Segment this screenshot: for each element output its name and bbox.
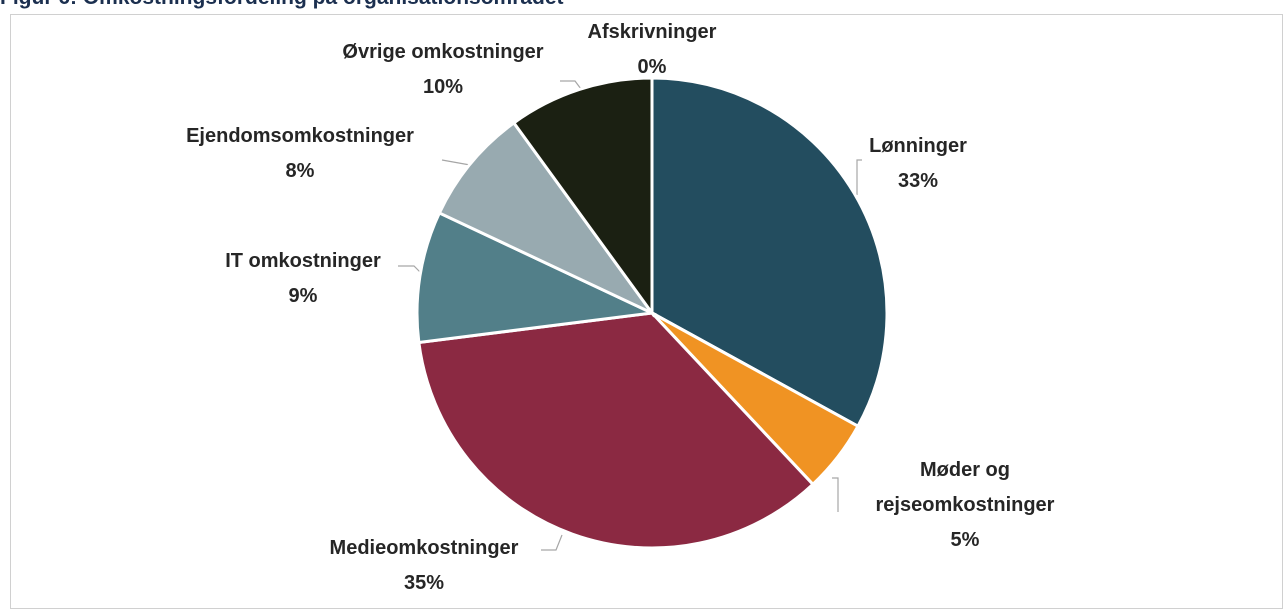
label-name: Afskrivninger (587, 21, 717, 43)
label-value: 10% (422, 76, 464, 98)
label-name: IT omkostninger (225, 250, 381, 272)
pie-slice (511, 76, 654, 318)
data-label: Afskrivninger 0% (552, 15, 752, 85)
data-label: Medieomkostninger 35% (294, 531, 554, 601)
label-value: 35% (403, 572, 445, 594)
pie-slice (650, 76, 889, 429)
data-label: IT omkostninger 9% (203, 244, 403, 314)
label-value: 33% (897, 170, 939, 192)
label-name: Medieomkostninger (329, 537, 519, 559)
label-name: Møder og rejseomkostninger (875, 459, 1055, 516)
label-name: Øvrige omkostninger (342, 41, 544, 63)
pie-slice (417, 311, 815, 550)
data-label: Møder og rejseomkostninger 5% (865, 453, 1065, 558)
pie-slice (437, 120, 654, 315)
data-label: Lønninger 33% (838, 129, 998, 199)
chart-frame (10, 14, 1283, 609)
label-value: 5% (950, 529, 980, 551)
label-value: 9% (288, 285, 318, 307)
label-value: 8% (285, 160, 315, 182)
label-name: Lønninger (869, 135, 967, 157)
data-label: Øvrige omkostninger 10% (313, 35, 573, 105)
label-value: 0% (637, 56, 667, 78)
leader-lines (398, 80, 862, 551)
pie-slice (415, 210, 658, 345)
data-label: Ejendomsomkostninger 8% (150, 119, 450, 189)
chart-title: Figur 6: Omkostningsfordeling på organis… (0, 0, 564, 10)
label-name: Ejendomsomkostninger (186, 125, 414, 147)
